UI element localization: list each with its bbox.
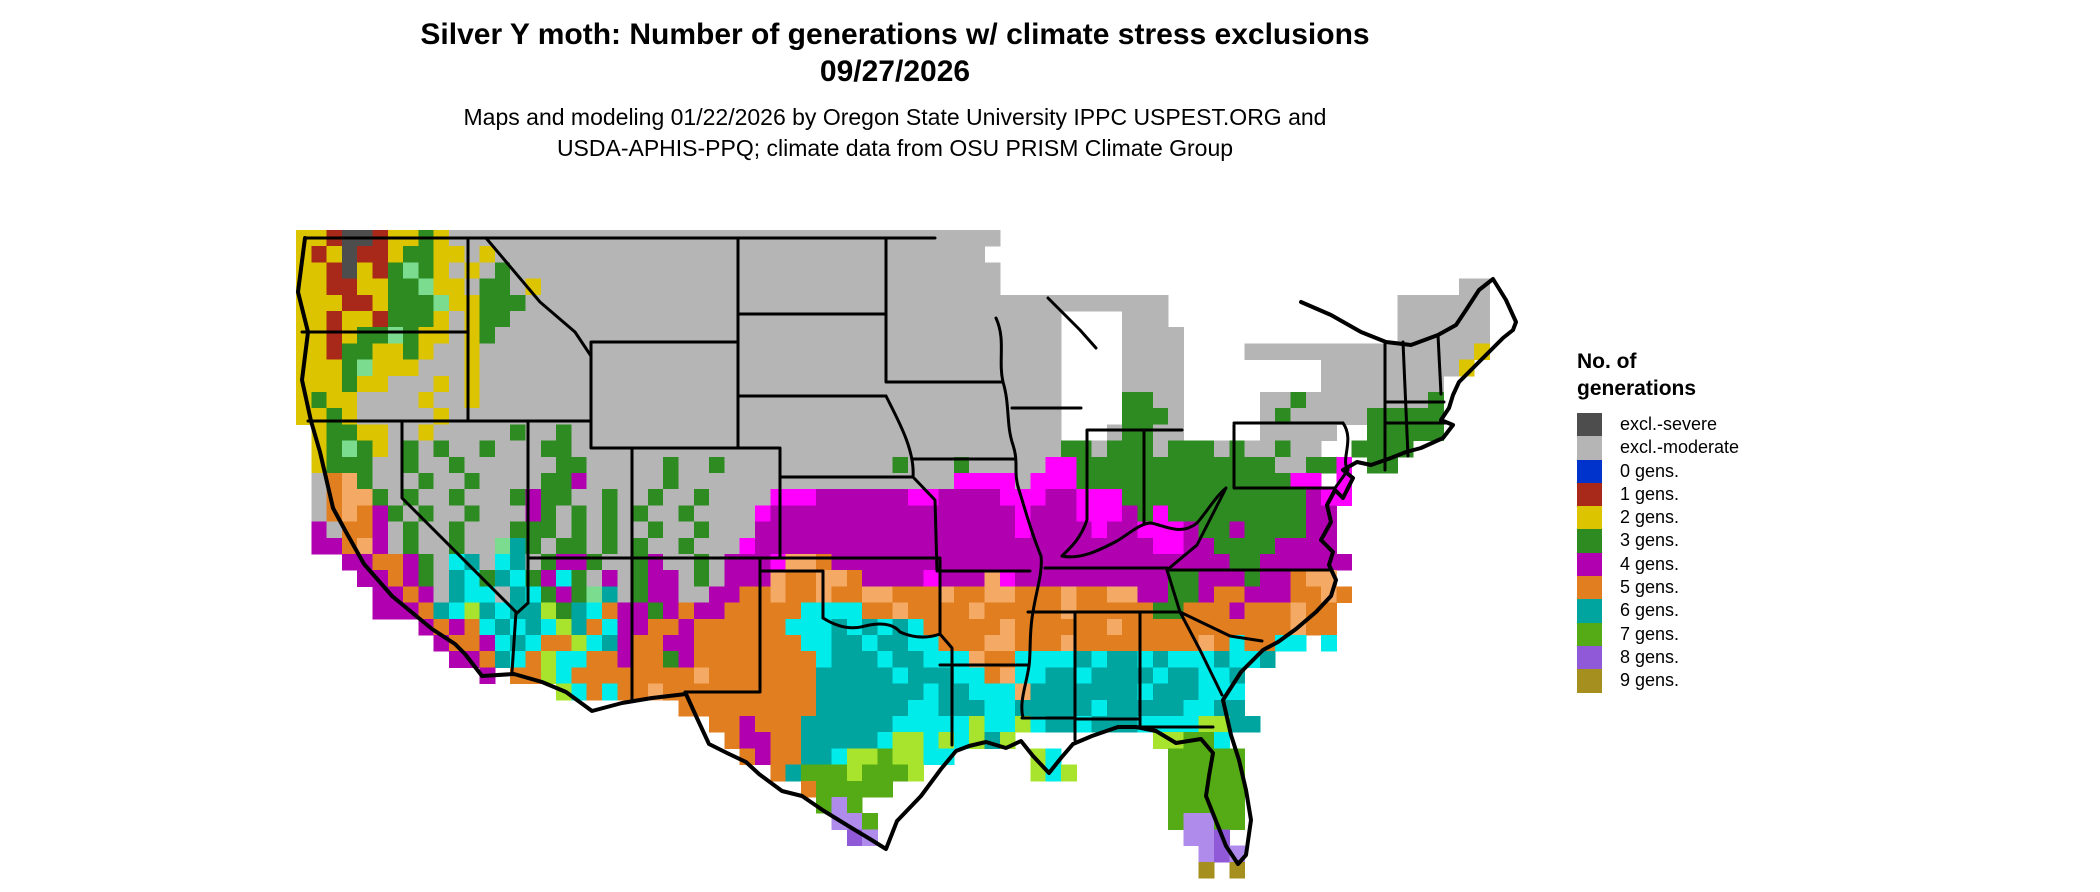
legend-color-swatch [1577, 459, 1602, 483]
legend-item: 0 gens. [1577, 459, 1817, 483]
legend-items: excl.-severe excl.-moderate 0 gens. 1 gens.… [1577, 413, 1817, 693]
map-subtitle-line2: USDA-APHIS-PPQ; climate data from OSU PR… [556, 135, 1234, 161]
legend: No. of generations excl.-severe excl.-mod… [1577, 348, 1817, 693]
legend-item: 6 gens. [1577, 599, 1817, 623]
legend-color-swatch [1577, 552, 1602, 577]
legend-color-swatch [1577, 482, 1602, 507]
legend-label: 2 gens. [1620, 507, 1680, 528]
legend-item: 2 gens. [1577, 506, 1817, 530]
title-block: Silver Y moth: Number of generations w/ … [0, 16, 1790, 164]
legend-item: 1 gens. [1577, 482, 1817, 507]
us-outline [296, 236, 1518, 866]
legend-color-swatch [1577, 645, 1602, 670]
map-raster-layer [296, 230, 1490, 879]
legend-item: excl.-moderate [1577, 436, 1817, 460]
legend-label: 6 gens. [1620, 600, 1680, 621]
legend-item: 4 gens. [1577, 552, 1817, 577]
legend-color-swatch [1577, 506, 1602, 530]
legend-label: 8 gens. [1620, 646, 1680, 667]
legend-label: excl.-moderate [1620, 437, 1740, 458]
legend-color-swatch [1577, 669, 1602, 693]
map-subtitle-line1: Maps and modeling 01/22/2026 by Oregon S… [463, 104, 1327, 130]
map-title-date: 09/27/2026 [819, 55, 971, 88]
legend-label: 5 gens. [1620, 577, 1680, 598]
legend-label: 0 gens. [1620, 460, 1680, 481]
legend-item: 3 gens. [1577, 529, 1817, 553]
legend-label: 1 gens. [1620, 483, 1680, 504]
state-borders [300, 236, 1451, 747]
map-title-line1: Silver Y moth: Number of generations w/ … [420, 18, 1370, 51]
legend-color-swatch [1577, 622, 1602, 646]
legend-label: 4 gens. [1620, 553, 1680, 574]
legend-item: 7 gens. [1577, 622, 1817, 646]
legend-color-swatch [1577, 436, 1602, 460]
legend-color-swatch [1577, 529, 1602, 553]
legend-item: 9 gens. [1577, 669, 1817, 693]
legend-title-line1: No. of [1577, 350, 1637, 373]
map-subtitle: Maps and modeling 01/22/2026 by Oregon S… [0, 102, 1790, 164]
legend-item: excl.-severe [1577, 413, 1817, 437]
legend-color-swatch [1577, 413, 1602, 437]
legend-title-line2: generations [1577, 377, 1697, 400]
legend-item: 5 gens. [1577, 576, 1817, 600]
legend-color-swatch [1577, 576, 1602, 600]
legend-label: 9 gens. [1620, 670, 1680, 691]
legend-item: 8 gens. [1577, 645, 1817, 670]
legend-color-swatch [1577, 599, 1602, 623]
legend-label: 7 gens. [1620, 623, 1680, 644]
legend-label: excl.-severe [1620, 414, 1718, 434]
legend-label: 3 gens. [1620, 530, 1680, 551]
